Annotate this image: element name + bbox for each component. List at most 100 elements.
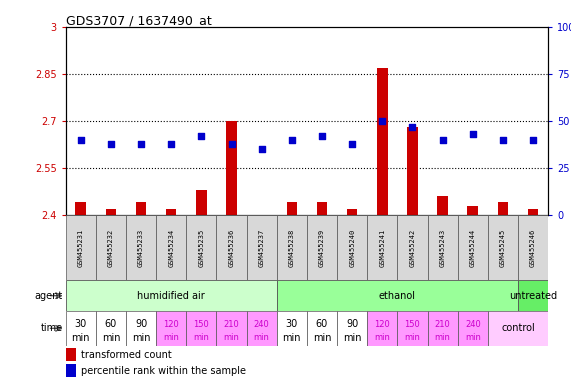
Bar (367, 311, 397, 346)
Text: GSM455243: GSM455243 (440, 228, 445, 267)
Bar (186, 215, 216, 280)
Bar (518, 280, 548, 311)
Text: GSM455231: GSM455231 (78, 228, 84, 267)
Text: humidified air: humidified air (138, 291, 205, 301)
Bar (156, 311, 186, 346)
Text: min: min (465, 333, 481, 343)
Text: 150: 150 (405, 319, 420, 329)
Bar (428, 311, 458, 346)
Bar (106, 209, 116, 215)
Point (136, 141, 146, 147)
Bar (226, 121, 237, 215)
Bar (196, 190, 207, 215)
Point (529, 137, 538, 143)
Point (287, 137, 296, 143)
Point (227, 141, 236, 147)
Text: GSM455232: GSM455232 (108, 228, 114, 267)
Text: GSM455238: GSM455238 (289, 228, 295, 267)
Text: untreated: untreated (509, 291, 557, 301)
Text: ethanol: ethanol (379, 291, 416, 301)
Text: GSM455233: GSM455233 (138, 228, 144, 267)
Text: 90: 90 (346, 319, 358, 329)
Bar (156, 215, 186, 280)
Text: min: min (132, 333, 150, 343)
Text: 90: 90 (135, 319, 147, 329)
Text: GSM455241: GSM455241 (379, 228, 385, 267)
Point (167, 141, 176, 147)
Bar (458, 311, 488, 346)
Text: 60: 60 (316, 319, 328, 329)
Bar (407, 127, 418, 215)
Bar (186, 311, 216, 346)
Bar (397, 215, 428, 280)
Bar (66, 348, 76, 361)
Point (468, 131, 477, 137)
Bar (66, 364, 76, 377)
Bar (277, 311, 307, 346)
Bar (528, 209, 538, 215)
Bar (458, 215, 488, 280)
Text: 150: 150 (194, 319, 209, 329)
Text: 240: 240 (465, 319, 481, 329)
Point (348, 141, 357, 147)
Bar (468, 205, 478, 215)
Text: GSM455237: GSM455237 (259, 228, 265, 267)
Text: 210: 210 (435, 319, 451, 329)
Bar (126, 311, 156, 346)
Text: 30: 30 (286, 319, 298, 329)
Bar (488, 215, 518, 280)
Bar (96, 215, 126, 280)
Text: min: min (375, 333, 390, 343)
Bar (277, 215, 307, 280)
Bar (66, 215, 96, 280)
Text: min: min (313, 333, 331, 343)
Text: time: time (41, 323, 63, 333)
Text: min: min (435, 333, 451, 343)
Point (408, 124, 417, 130)
Bar (307, 215, 337, 280)
Text: GSM455242: GSM455242 (409, 228, 416, 267)
Text: GSM455235: GSM455235 (198, 228, 204, 267)
Text: 210: 210 (224, 319, 239, 329)
Text: min: min (194, 333, 210, 343)
Point (197, 133, 206, 139)
Bar (287, 202, 297, 215)
Bar (166, 209, 176, 215)
Text: min: min (404, 333, 420, 343)
Text: min: min (343, 333, 361, 343)
Text: min: min (283, 333, 301, 343)
Bar (337, 215, 367, 280)
Bar (317, 202, 327, 215)
Bar (428, 215, 458, 280)
Text: control: control (501, 323, 535, 333)
Text: GSM455240: GSM455240 (349, 228, 355, 267)
Bar (247, 311, 277, 346)
Bar (216, 311, 247, 346)
Bar (337, 311, 367, 346)
Bar (367, 215, 397, 280)
Text: min: min (224, 333, 239, 343)
Text: percentile rank within the sample: percentile rank within the sample (81, 366, 246, 376)
Bar (136, 202, 146, 215)
Text: GSM455246: GSM455246 (530, 228, 536, 267)
Bar (66, 280, 277, 311)
Text: 240: 240 (254, 319, 270, 329)
Point (317, 133, 327, 139)
Text: GSM455244: GSM455244 (470, 228, 476, 267)
Text: GSM455234: GSM455234 (168, 228, 174, 267)
Bar (347, 209, 357, 215)
Point (378, 118, 387, 124)
Bar (277, 280, 518, 311)
Text: agent: agent (35, 291, 63, 301)
Bar (66, 311, 96, 346)
Bar (498, 202, 508, 215)
Bar (75, 202, 86, 215)
Text: min: min (163, 333, 179, 343)
Text: GSM455239: GSM455239 (319, 228, 325, 267)
Text: min: min (71, 333, 90, 343)
Point (438, 137, 447, 143)
Bar (247, 215, 277, 280)
Bar (518, 215, 548, 280)
Bar (397, 311, 428, 346)
Text: 30: 30 (75, 319, 87, 329)
